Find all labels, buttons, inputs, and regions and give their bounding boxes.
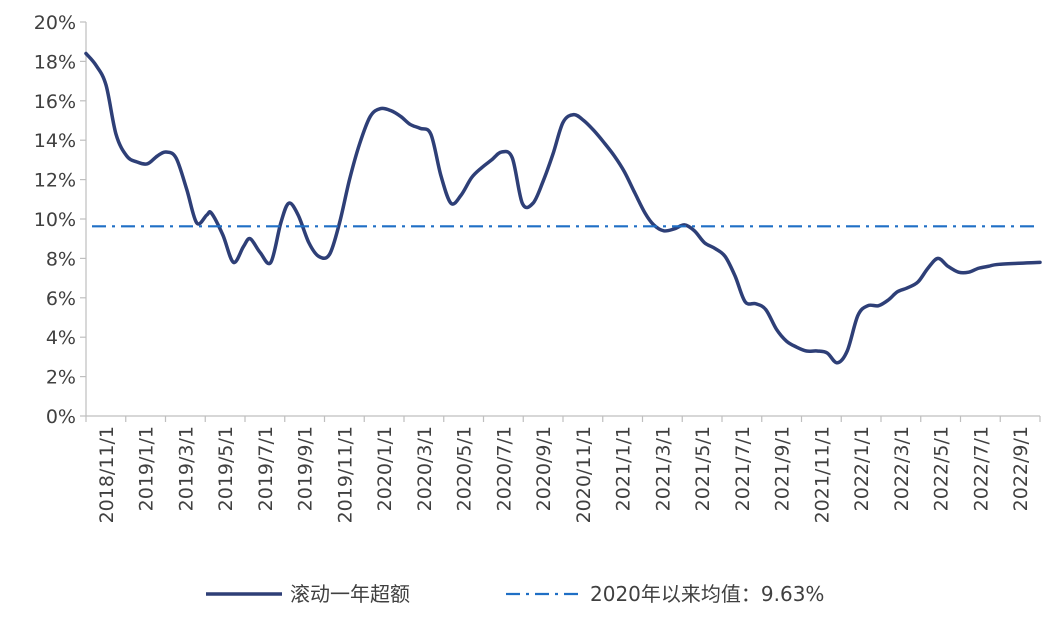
x-tick-label: 2022/1/1 xyxy=(851,426,873,511)
y-axis-ticks: 0% 2% 4% 6% 8% 10% 12% 14% 16% 18% 20% xyxy=(34,12,86,428)
y-tick-label: 0% xyxy=(46,406,76,428)
x-tick-label: 2021/11/1 xyxy=(811,426,833,523)
x-axis-ticks: 2018/11/1 2019/1/1 2019/3/1 2019/5/1 2019/7/… xyxy=(85,416,1041,523)
x-tick-label: 2020/11/1 xyxy=(573,426,595,523)
y-tick-label: 10% xyxy=(34,209,76,231)
x-tick-label: 2020/1/1 xyxy=(374,426,396,511)
x-tick-label: 2019/7/1 xyxy=(255,426,277,511)
x-tick-label: 2020/5/1 xyxy=(454,426,476,511)
x-tick-label: 2021/9/1 xyxy=(772,426,794,511)
x-tick-label: 2022/9/1 xyxy=(1010,426,1032,511)
x-tick-label: 2019/5/1 xyxy=(215,426,237,511)
series-layer xyxy=(84,51,1042,365)
y-tick-label: 18% xyxy=(34,51,76,73)
x-tick-label: 2022/7/1 xyxy=(970,426,992,511)
x-tick-label: 2021/3/1 xyxy=(652,426,674,511)
x-tick-label: 2020/7/1 xyxy=(493,426,515,511)
x-tick-label: 2020/9/1 xyxy=(533,426,555,511)
legend-label-rolling-excess: 滚动一年超额 xyxy=(290,582,410,606)
y-tick-label: 20% xyxy=(34,12,76,34)
y-tick-label: 16% xyxy=(34,91,76,113)
x-tick-label: 2019/11/1 xyxy=(334,426,356,523)
y-tick-label: 2% xyxy=(46,367,76,389)
x-tick-label: 2019/9/1 xyxy=(295,426,317,511)
x-tick-label: 2021/5/1 xyxy=(692,426,714,511)
x-tick-label: 2022/3/1 xyxy=(891,426,913,511)
y-tick-label: 4% xyxy=(46,327,76,349)
x-tick-label: 2019/1/1 xyxy=(136,426,158,511)
y-tick-label: 14% xyxy=(34,130,76,152)
x-tick-label: 2019/3/1 xyxy=(175,426,197,511)
legend: 滚动一年超额 2020年以来均值：9.63% xyxy=(206,582,824,606)
x-tick-label: 2021/7/1 xyxy=(732,426,754,511)
x-tick-label: 2021/1/1 xyxy=(613,426,635,511)
axes xyxy=(85,22,1040,417)
series-rolling-excess-line xyxy=(84,51,1042,365)
y-tick-label: 8% xyxy=(46,248,76,270)
x-tick-label: 2018/11/1 xyxy=(96,426,118,523)
x-tick-label: 2020/3/1 xyxy=(414,426,436,511)
y-tick-label: 12% xyxy=(34,170,76,192)
legend-label-average: 2020年以来均值：9.63% xyxy=(590,582,824,606)
y-tick-label: 6% xyxy=(46,288,76,310)
x-tick-label: 2022/5/1 xyxy=(931,426,953,511)
